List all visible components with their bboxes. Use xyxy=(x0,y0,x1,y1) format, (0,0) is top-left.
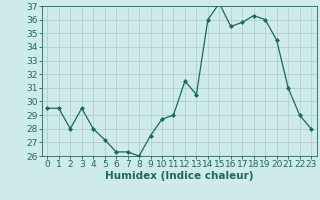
X-axis label: Humidex (Indice chaleur): Humidex (Indice chaleur) xyxy=(105,171,253,181)
